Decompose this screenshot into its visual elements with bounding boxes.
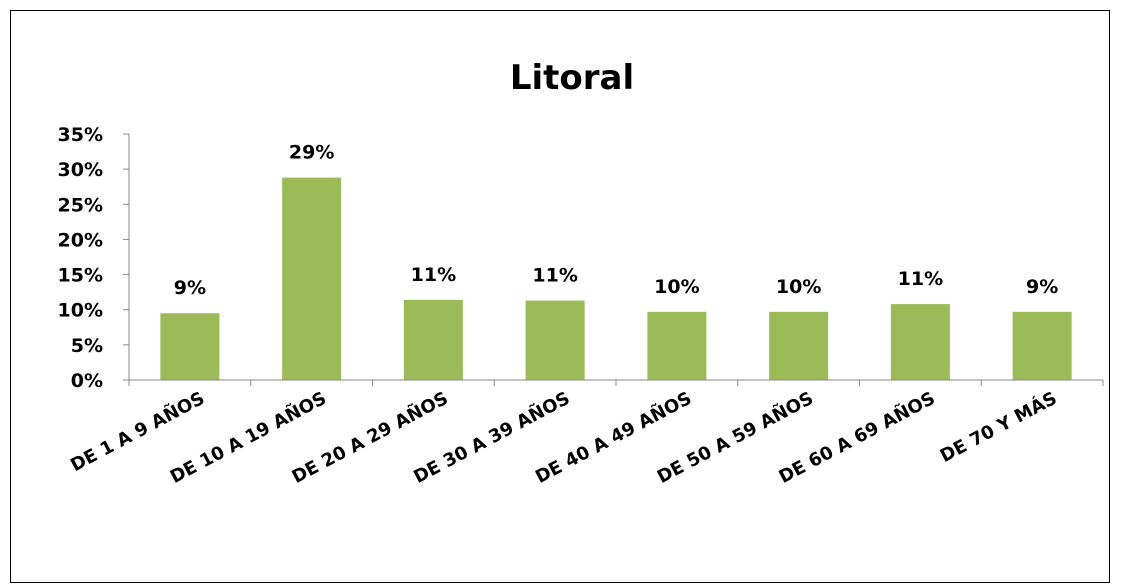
y-tick-label: 10% <box>58 300 103 322</box>
bar <box>647 311 707 380</box>
chart-title: Litoral <box>510 58 634 98</box>
y-tick-label: 20% <box>58 229 103 251</box>
y-tick-label: 25% <box>58 194 103 216</box>
bar <box>1012 311 1072 380</box>
bar <box>769 311 829 380</box>
bar <box>403 299 463 380</box>
bar <box>282 177 342 380</box>
data-label: 11% <box>532 265 577 287</box>
bar-chart: Litoral 0% 5% 10% 15% 20% 25% 30% 35% 9% 29% 11% 1… <box>58 58 1104 488</box>
bar <box>525 300 585 380</box>
bar <box>890 304 950 380</box>
y-tick-label: 30% <box>58 159 103 181</box>
data-label: 11% <box>411 264 456 286</box>
bar <box>160 313 220 380</box>
x-category-label: DE 70 Y MÁS <box>936 387 1060 467</box>
bars: 9% 29% 11% 11% 10% 10% 11% 9% <box>160 142 1072 380</box>
data-label: 9% <box>1026 276 1058 298</box>
y-tick-label: 0% <box>71 370 103 392</box>
data-label: 29% <box>289 142 334 164</box>
y-axis: 0% 5% 10% 15% 20% 25% 30% 35% <box>58 124 130 392</box>
y-tick-label: 5% <box>71 335 103 357</box>
data-label: 10% <box>654 276 699 298</box>
data-label: 9% <box>174 277 206 299</box>
y-tick-label: 35% <box>58 124 103 146</box>
y-tick-label: 15% <box>58 265 103 287</box>
chart-frame: Litoral 0% 5% 10% 15% 20% 25% 30% 35% 9% 29% 11% 1… <box>10 10 1110 583</box>
data-label: 10% <box>776 276 821 298</box>
data-label: 11% <box>898 268 943 290</box>
